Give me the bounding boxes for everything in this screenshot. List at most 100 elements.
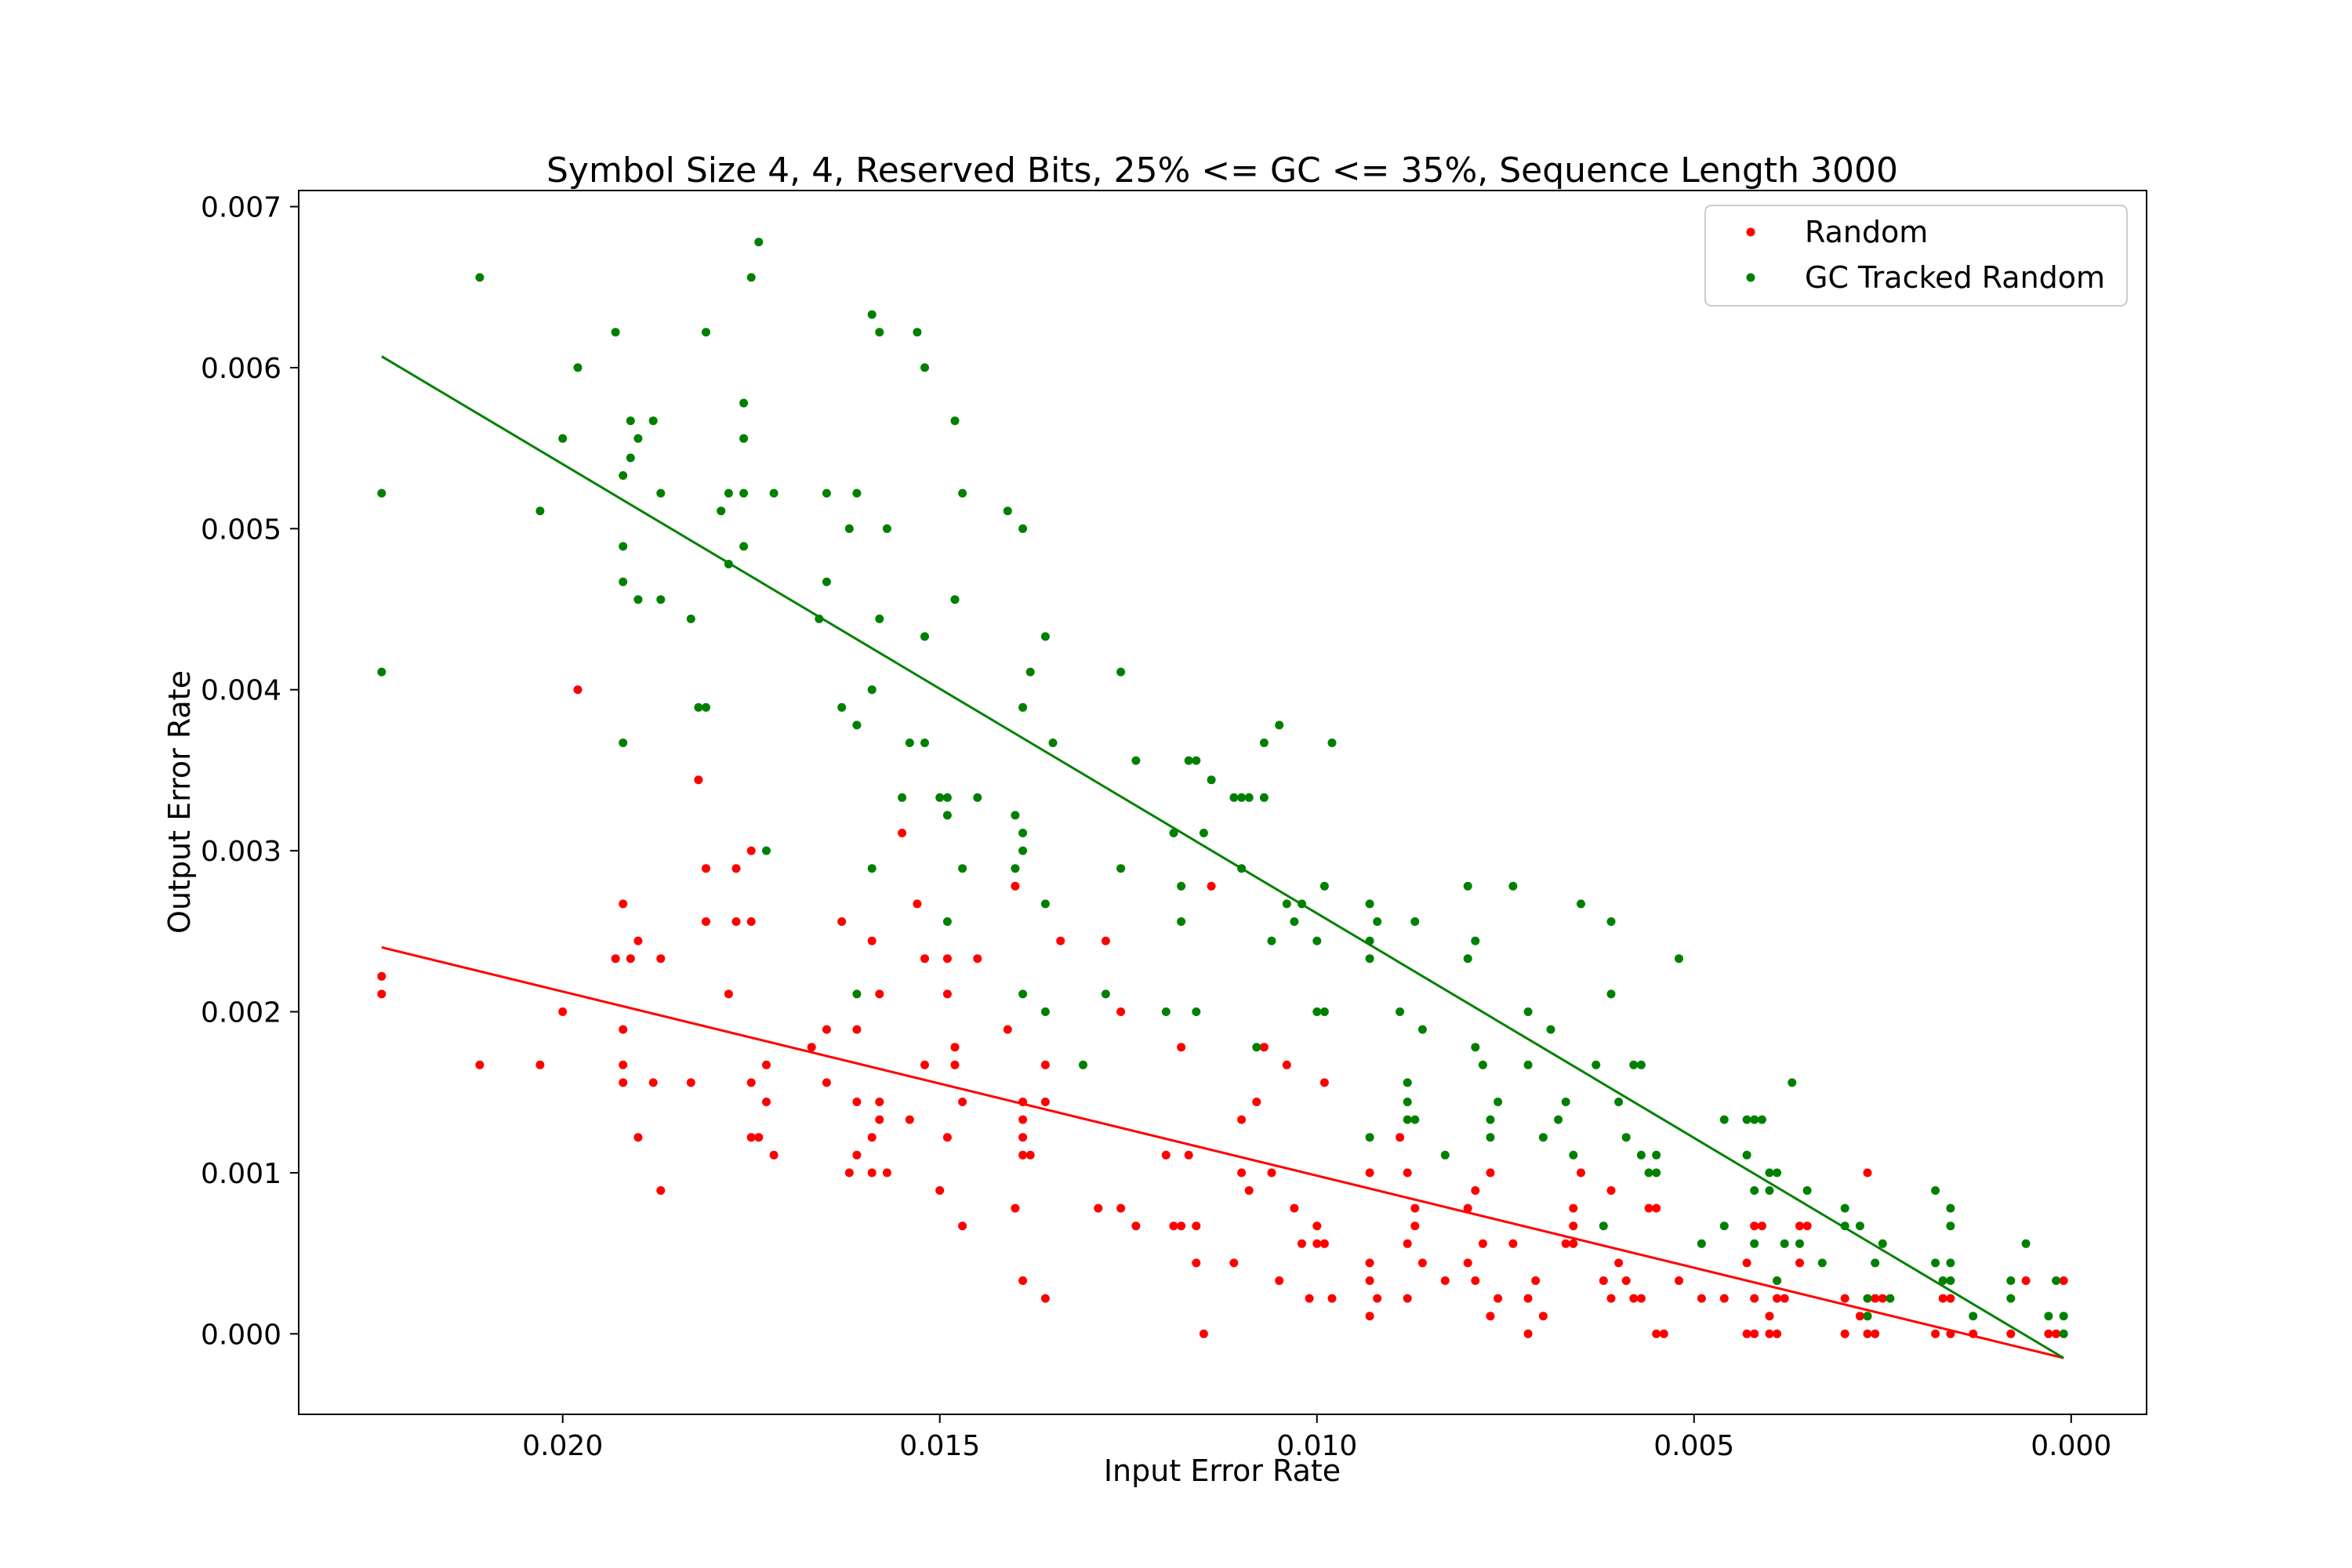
data-point — [1569, 1150, 1578, 1160]
data-point — [1486, 1133, 1495, 1142]
data-point — [1290, 917, 1299, 926]
data-point — [1840, 1329, 1849, 1338]
data-point — [1463, 881, 1472, 891]
data-point — [1463, 954, 1472, 964]
data-point — [1931, 1329, 1940, 1338]
data-point — [1636, 1150, 1646, 1160]
data-point — [746, 917, 756, 926]
data-point — [1365, 954, 1374, 964]
data-point — [694, 702, 703, 712]
data-point — [1244, 793, 1254, 802]
data-point — [1757, 1221, 1766, 1231]
data-point — [1795, 1221, 1804, 1231]
data-point — [1312, 1239, 1322, 1248]
data-point — [377, 667, 387, 677]
data-point — [867, 864, 877, 873]
data-point — [1440, 1276, 1450, 1285]
data-point — [619, 542, 628, 551]
data-point — [1523, 1007, 1533, 1016]
data-point — [1018, 829, 1028, 837]
data-point — [1040, 632, 1050, 641]
data-point — [875, 614, 884, 623]
data-point — [1373, 917, 1382, 926]
data-point — [1290, 1203, 1299, 1213]
data-point — [905, 1115, 914, 1124]
data-point — [1011, 1203, 1020, 1213]
data-point — [1192, 1221, 1201, 1231]
data-point — [1750, 1239, 1759, 1248]
data-point — [739, 434, 749, 443]
data-point — [920, 739, 929, 747]
data-point — [656, 488, 666, 498]
data-point — [1018, 989, 1028, 999]
data-point — [1403, 1078, 1412, 1087]
data-point — [633, 1133, 643, 1142]
data-point — [1931, 1258, 1940, 1268]
data-point — [973, 954, 982, 964]
data-point — [1192, 756, 1201, 765]
data-point — [1471, 1043, 1480, 1052]
data-point — [1946, 1221, 1955, 1231]
data-point — [1040, 1294, 1050, 1303]
data-point — [1365, 1312, 1374, 1321]
y-tick-label: 0.005 — [201, 514, 281, 546]
data-point — [611, 328, 620, 337]
data-point — [1636, 1294, 1646, 1303]
data-point — [1606, 1186, 1616, 1195]
data-point — [619, 471, 628, 480]
data-point — [1011, 881, 1020, 891]
data-point — [898, 793, 907, 802]
data-point — [1878, 1239, 1887, 1248]
data-point — [1018, 846, 1028, 855]
data-point — [942, 989, 952, 999]
data-point — [867, 685, 877, 695]
data-point — [1396, 1007, 1405, 1016]
legend-label: Random — [1805, 215, 1928, 249]
data-point — [1629, 1294, 1639, 1303]
data-point — [1606, 1294, 1616, 1303]
data-point — [1018, 1276, 1028, 1285]
data-point — [822, 1025, 831, 1034]
data-point — [1101, 936, 1110, 946]
data-point — [807, 1043, 816, 1052]
data-point — [1365, 899, 1374, 909]
data-point — [1177, 1043, 1186, 1052]
data-point — [1410, 1115, 1420, 1124]
y-axis-label: Output Error Rate — [162, 670, 197, 934]
data-point — [1780, 1294, 1789, 1303]
data-point — [958, 864, 967, 873]
data-point — [1750, 1221, 1759, 1231]
data-point — [1644, 1203, 1653, 1213]
data-point — [942, 811, 952, 820]
data-point — [1652, 1150, 1661, 1160]
data-point — [769, 488, 779, 498]
data-point — [1259, 1043, 1269, 1052]
data-point — [1577, 1168, 1585, 1178]
data-point — [1319, 1007, 1329, 1016]
data-point — [619, 899, 628, 909]
data-point — [1863, 1312, 1872, 1321]
data-point — [1621, 1276, 1631, 1285]
y-tick-label: 0.007 — [201, 192, 281, 224]
data-point — [1863, 1329, 1872, 1338]
data-point — [1275, 1276, 1284, 1285]
data-point — [950, 416, 960, 426]
x-tick-label: 0.010 — [1276, 1430, 1357, 1462]
data-point — [1319, 1078, 1329, 1087]
data-point — [1244, 1186, 1254, 1195]
data-point — [1546, 1025, 1555, 1034]
data-point — [973, 793, 982, 802]
data-point — [1199, 1329, 1208, 1338]
data-point — [1440, 1150, 1450, 1160]
data-point — [875, 989, 884, 999]
data-point — [1267, 1168, 1276, 1178]
legend-label: GC Tracked Random — [1805, 260, 2105, 295]
data-point — [920, 632, 929, 641]
data-point — [1486, 1115, 1495, 1124]
data-point — [1403, 1294, 1412, 1303]
data-point — [1018, 1150, 1028, 1160]
data-point — [1938, 1294, 1947, 1303]
data-point — [535, 1060, 545, 1069]
data-point — [1675, 1276, 1683, 1285]
data-point — [1840, 1203, 1849, 1213]
